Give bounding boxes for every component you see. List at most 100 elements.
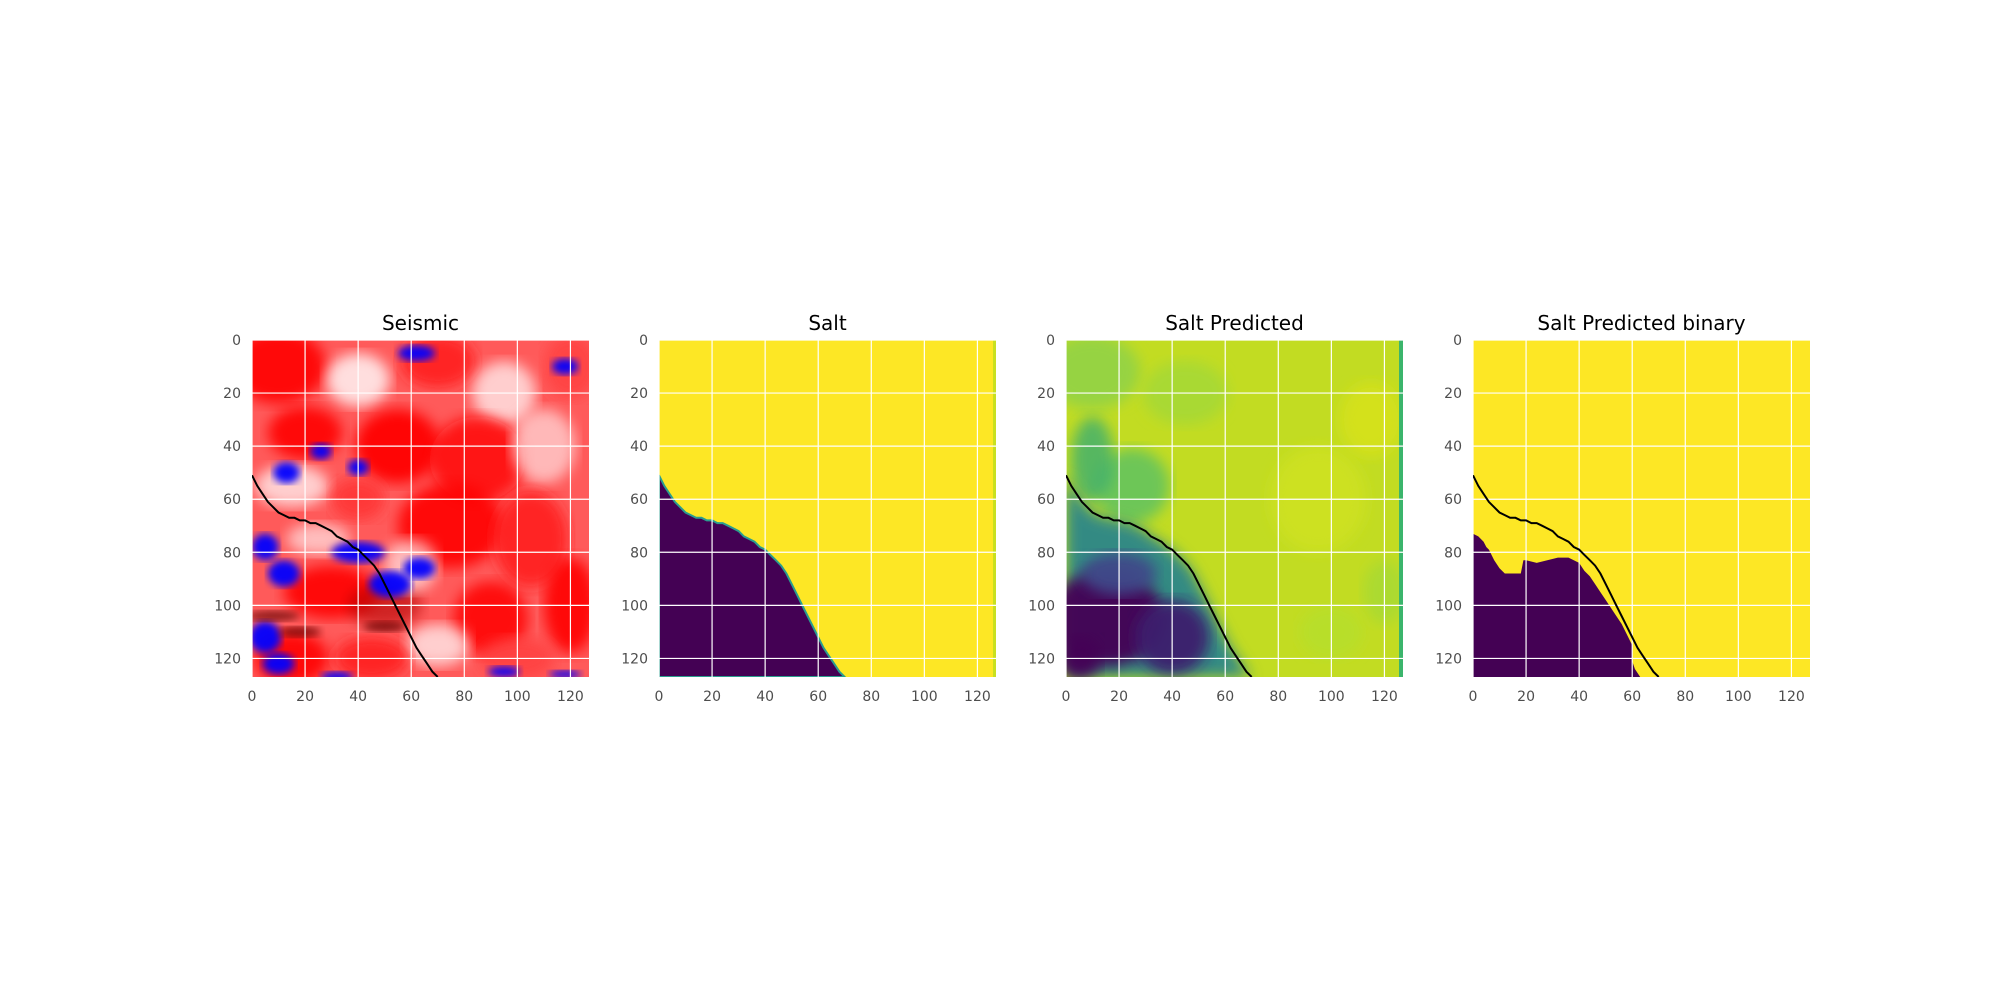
seismic-blue-blob [368, 570, 412, 598]
seismic-blue-blob [488, 666, 521, 677]
y-tick-label: 120 [1435, 651, 1462, 667]
y-tick-label: 40 [223, 439, 241, 455]
seismic-blue-blob [310, 443, 332, 460]
x-tick-label: 20 [1517, 689, 1535, 705]
x-tick-label: 120 [964, 689, 991, 705]
seismic-blue-blob [267, 560, 300, 587]
y-tick-label: 20 [1037, 386, 1055, 402]
x-tick-label: 40 [756, 689, 774, 705]
y-tick-label: 100 [1435, 598, 1462, 614]
x-tick-label: 100 [1318, 689, 1345, 705]
y-tick-label: 100 [621, 598, 648, 614]
y-tick-label: 0 [639, 333, 648, 349]
y-tick-label: 80 [223, 545, 241, 561]
x-tick-label: 0 [655, 689, 664, 705]
predicted-salt-core [1066, 637, 1101, 677]
panel-0: 0 20 40 60 80 100 120 0 20 40 60 80 100 120 Seismic [214, 311, 589, 705]
seismic-blue-blob [273, 462, 300, 484]
seismic-dark-blob [252, 610, 300, 622]
y-tick-label: 120 [1028, 651, 1055, 667]
seismic-blue-blob [397, 345, 436, 362]
prediction-blob [1363, 560, 1403, 624]
seismic-blob [334, 637, 409, 677]
y-tick-label: 20 [223, 386, 241, 402]
y-tick-label: 0 [232, 333, 241, 349]
y-tick-label: 60 [223, 492, 241, 508]
seismic-blue-blob [549, 670, 582, 677]
y-tick-label: 40 [1444, 439, 1462, 455]
panel-image [1066, 340, 1403, 677]
x-tick-label: 80 [862, 689, 880, 705]
y-tick-label: 100 [1028, 598, 1055, 614]
panel-image [252, 340, 589, 677]
x-tick-label: 80 [1269, 689, 1287, 705]
seismic-blob [252, 340, 327, 404]
panel-2: 0 20 40 60 80 100 120 0 20 40 60 80 100 120 Salt Predi… [1028, 311, 1403, 705]
y-tick-label: 20 [1444, 386, 1462, 402]
seismic-dark-blob [278, 626, 321, 638]
panel-title: Seismic [382, 311, 459, 335]
y-tick-label: 120 [621, 651, 648, 667]
panel-title: Salt Predicted [1165, 311, 1304, 335]
x-tick-label: 40 [349, 689, 367, 705]
x-tick-label: 40 [1163, 689, 1181, 705]
x-tick-label: 0 [1469, 689, 1478, 705]
seismic-blue-blob [320, 671, 353, 677]
y-tick-label: 0 [1453, 333, 1462, 349]
y-tick-label: 80 [630, 545, 648, 561]
x-tick-label: 120 [557, 689, 584, 705]
y-tick-label: 0 [1046, 333, 1055, 349]
panel-image [1473, 340, 1810, 677]
y-tick-label: 80 [1037, 545, 1055, 561]
x-tick-label: 60 [809, 689, 827, 705]
x-tick-label: 120 [1371, 689, 1398, 705]
prediction-blob [1071, 416, 1114, 502]
x-tick-label: 120 [1778, 689, 1805, 705]
y-tick-label: 20 [630, 386, 648, 402]
seismic-blob [429, 416, 526, 502]
y-tick-label: 80 [1444, 545, 1462, 561]
salt-contour-line [1473, 474, 1660, 677]
seismic-blue-blob [551, 358, 579, 375]
seismic-blue-blob [252, 621, 282, 654]
seismic-blob [493, 491, 568, 587]
y-tick-label: 40 [630, 439, 648, 455]
gridlines [251, 339, 589, 677]
y-tick-label: 60 [1444, 492, 1462, 508]
panel-title: Salt Predicted binary [1537, 311, 1745, 335]
x-tick-label: 100 [911, 689, 938, 705]
panel-image [659, 340, 996, 677]
salt-contour-line [1066, 474, 1253, 677]
seismic-blue-blob [252, 533, 279, 561]
x-tick-label: 60 [1216, 689, 1234, 705]
seismic-blue-blob [403, 557, 436, 579]
x-tick-label: 60 [1623, 689, 1641, 705]
x-tick-label: 100 [1725, 689, 1752, 705]
x-tick-label: 100 [504, 689, 531, 705]
seismic-blob [254, 464, 329, 508]
predicted-edge-strip [1399, 340, 1403, 677]
x-tick-label: 20 [1110, 689, 1128, 705]
salt-contour-line [252, 474, 439, 677]
y-tick-label: 120 [214, 651, 241, 667]
seismic-dark-blob [363, 621, 406, 632]
y-tick-label: 40 [1037, 439, 1055, 455]
prediction-blob [1095, 448, 1170, 524]
panel-1: 0 20 40 60 80 100 120 0 20 40 60 80 100 120 Salt [621, 311, 996, 705]
x-tick-label: 20 [296, 689, 314, 705]
gridlines [658, 339, 996, 677]
x-tick-label: 0 [1062, 689, 1071, 705]
x-tick-label: 0 [248, 689, 257, 705]
y-tick-label: 60 [630, 492, 648, 508]
salt-region [659, 474, 847, 677]
seismic-blue-blob [262, 653, 295, 675]
x-tick-label: 80 [455, 689, 473, 705]
panel-title: Salt [808, 311, 847, 335]
x-tick-label: 80 [1676, 689, 1694, 705]
salt-edge-strip [993, 340, 996, 677]
y-tick-label: 60 [1037, 492, 1055, 508]
gridlines [1065, 339, 1403, 677]
x-tick-label: 20 [703, 689, 721, 705]
seismic-blob [453, 581, 528, 656]
